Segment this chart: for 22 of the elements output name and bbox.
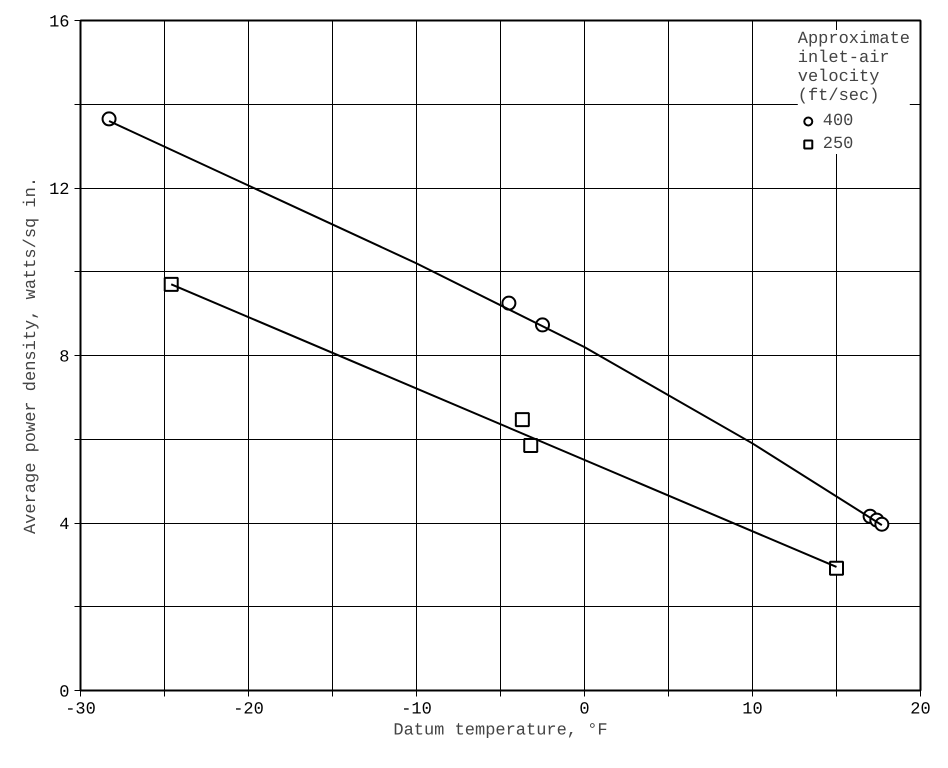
y-tick-label: 4: [59, 516, 70, 535]
point: [523, 438, 538, 454]
legend-label: 400: [822, 112, 854, 130]
y-tick-label: 16: [49, 14, 70, 32]
x-tick-label: 20: [910, 700, 931, 720]
y-axis-title: Average power density, watts/sq in.: [22, 176, 42, 534]
y-tick-label: 8: [59, 348, 70, 368]
x-axis-title: Datum temperature, °F: [393, 722, 608, 740]
y-tick-label: 12: [49, 181, 70, 200]
y-tick-label: 0: [59, 684, 70, 702]
point: [514, 412, 530, 428]
x-tick-label: 0: [579, 700, 590, 720]
point: [102, 111, 117, 126]
x-tick-label: -30: [65, 700, 96, 720]
point: [501, 296, 516, 311]
x-tick-label: 10: [742, 700, 763, 720]
point: [829, 560, 844, 576]
x-tick-label: -20: [233, 700, 264, 720]
legend-label: 250: [822, 134, 854, 154]
x-tick-label: -10: [401, 700, 432, 720]
legend-title: Approximate inlet-air velocity (ft/sec): [798, 30, 910, 106]
point: [164, 276, 179, 292]
